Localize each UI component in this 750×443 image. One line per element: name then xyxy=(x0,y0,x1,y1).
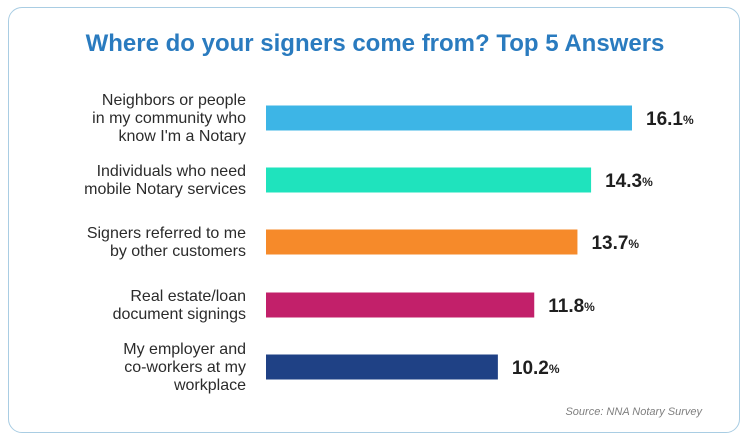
bar-2 xyxy=(266,167,592,193)
source-note: Source: NNA Notary Survey xyxy=(565,406,702,418)
bar-5 xyxy=(266,354,498,380)
category-label-1: Neighbors or people in my community who kn… xyxy=(92,92,246,145)
value-label-5: 10.2% xyxy=(512,358,560,379)
category-label-4: Real estate/loan document signings xyxy=(113,288,246,323)
category-label-2: Individuals who need mobile Notary servic… xyxy=(84,163,246,198)
bar-1 xyxy=(266,105,632,131)
value-label-2: 14.3% xyxy=(605,171,653,192)
value-label-1: 16.1% xyxy=(646,109,694,130)
bar-3 xyxy=(266,229,578,255)
value-label-4: 11.8% xyxy=(548,296,595,317)
category-label-5: My employer and co-workers at my workplace xyxy=(123,341,246,394)
bar-4 xyxy=(266,292,535,318)
value-label-3: 13.7% xyxy=(591,233,639,254)
category-label-3: Signers referred to me by other customers xyxy=(87,225,246,260)
chart-title: Where do your signers come from? Top 5 A… xyxy=(85,30,665,57)
